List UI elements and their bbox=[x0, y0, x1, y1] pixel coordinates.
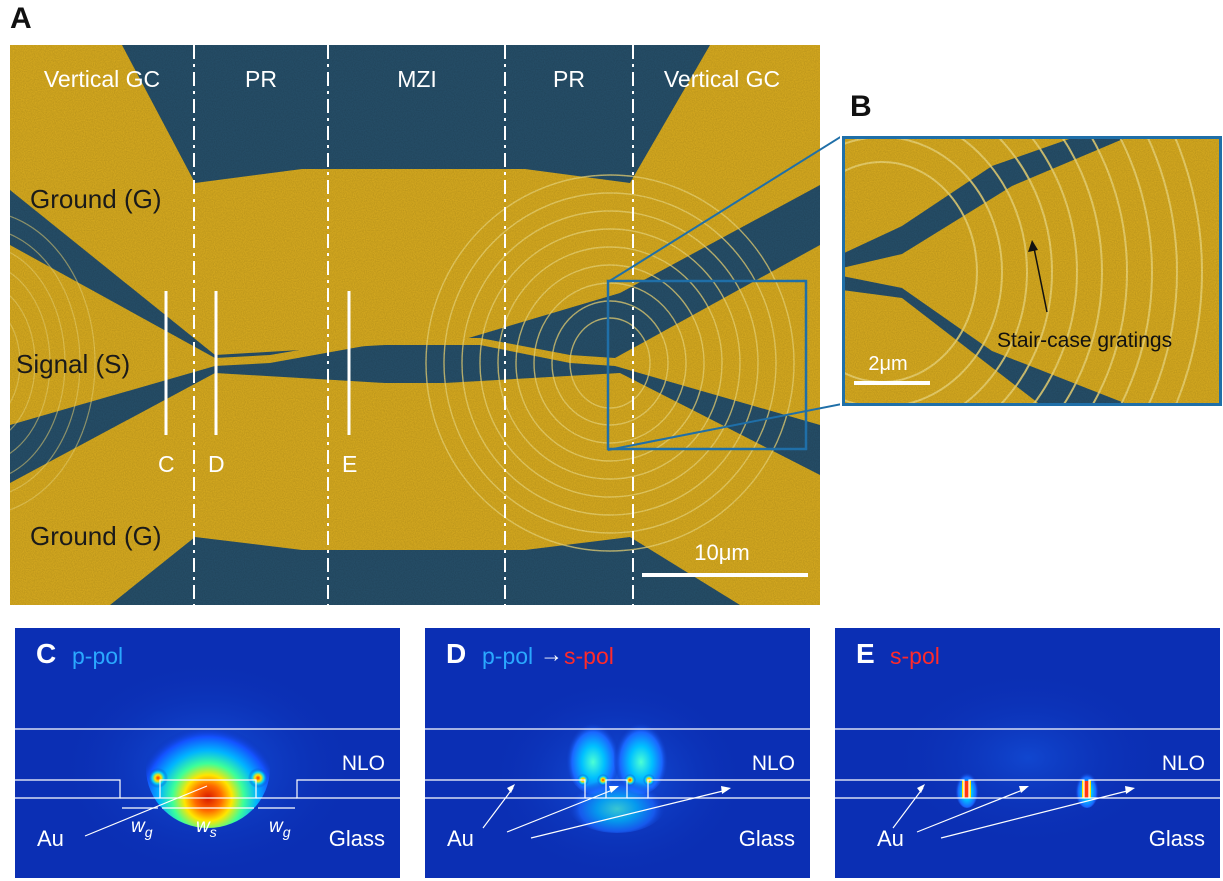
panel-label-d: D bbox=[446, 638, 467, 669]
sim-panel-c: NLO Au Glass wg ws wg bbox=[15, 628, 400, 878]
section-label-vertical-gc-right: Vertical GC bbox=[664, 66, 780, 92]
section-label-pr-right: PR bbox=[553, 66, 585, 92]
sim-panel-e: NLO Au Glass bbox=[835, 628, 1220, 878]
section-label-mzi: MZI bbox=[397, 66, 437, 92]
sim-e-glass-label: Glass bbox=[1149, 826, 1205, 851]
section-label-vertical-gc-left: Vertical GC bbox=[44, 66, 160, 92]
scale-bar-label-10um: 10μm bbox=[694, 540, 749, 565]
zoom-connector bbox=[607, 136, 840, 451]
panel-label-a: A bbox=[10, 2, 32, 35]
sim-e-pol: s-pol bbox=[890, 643, 940, 669]
sim-c-glass-label: Glass bbox=[329, 826, 385, 851]
sim-e-nlo-label: NLO bbox=[1162, 752, 1205, 775]
sim-c-nlo-label: NLO bbox=[342, 752, 385, 775]
sim-c-wg-left: wg bbox=[131, 816, 153, 840]
sim-d-pol-out: s-pol bbox=[564, 643, 614, 669]
annotation-arrow bbox=[1033, 247, 1048, 313]
cut-label-e: E bbox=[342, 451, 357, 477]
zoom-inset: Stair-case gratings 2μm bbox=[842, 136, 1222, 406]
sim-d-glass-label: Glass bbox=[739, 826, 795, 851]
arrow-head-icon bbox=[1028, 240, 1038, 252]
sim-e-au-label: Au bbox=[877, 826, 904, 851]
signal-label: Signal (S) bbox=[16, 349, 130, 379]
ground-label-bottom: Ground (G) bbox=[30, 521, 162, 551]
section-label-pr-left: PR bbox=[245, 66, 277, 92]
sim-c-au-label: Au bbox=[37, 826, 64, 851]
sim-c-ws: ws bbox=[196, 816, 217, 840]
sim-c-pol: p-pol bbox=[72, 643, 124, 669]
zoom-region-box bbox=[606, 279, 808, 451]
panel-label-b: B bbox=[850, 90, 872, 123]
sim-d-nlo-label: NLO bbox=[752, 752, 795, 775]
cut-label-d: D bbox=[208, 451, 225, 477]
sim-d-au-label: Au bbox=[447, 826, 474, 851]
grating-annotation: Stair-case gratings bbox=[997, 329, 1172, 352]
section-dividers bbox=[193, 45, 634, 605]
sim-d-conversion-arrow: → bbox=[540, 641, 563, 667]
sim-d-pol-in: p-pol bbox=[482, 643, 534, 669]
panel-label-c: C bbox=[36, 638, 57, 669]
sim-panel-d: NLO Au Glass bbox=[425, 628, 810, 878]
sim-c-wg-right: wg bbox=[269, 816, 291, 840]
scale-bar-label-2um: 2μm bbox=[868, 353, 907, 375]
panel-label-e: E bbox=[856, 638, 875, 669]
ground-label-top: Ground (G) bbox=[30, 184, 162, 214]
sem-image: Vertical GC PR MZI PR Vertical GC Ground… bbox=[10, 45, 820, 605]
cut-label-c: C bbox=[158, 451, 175, 477]
